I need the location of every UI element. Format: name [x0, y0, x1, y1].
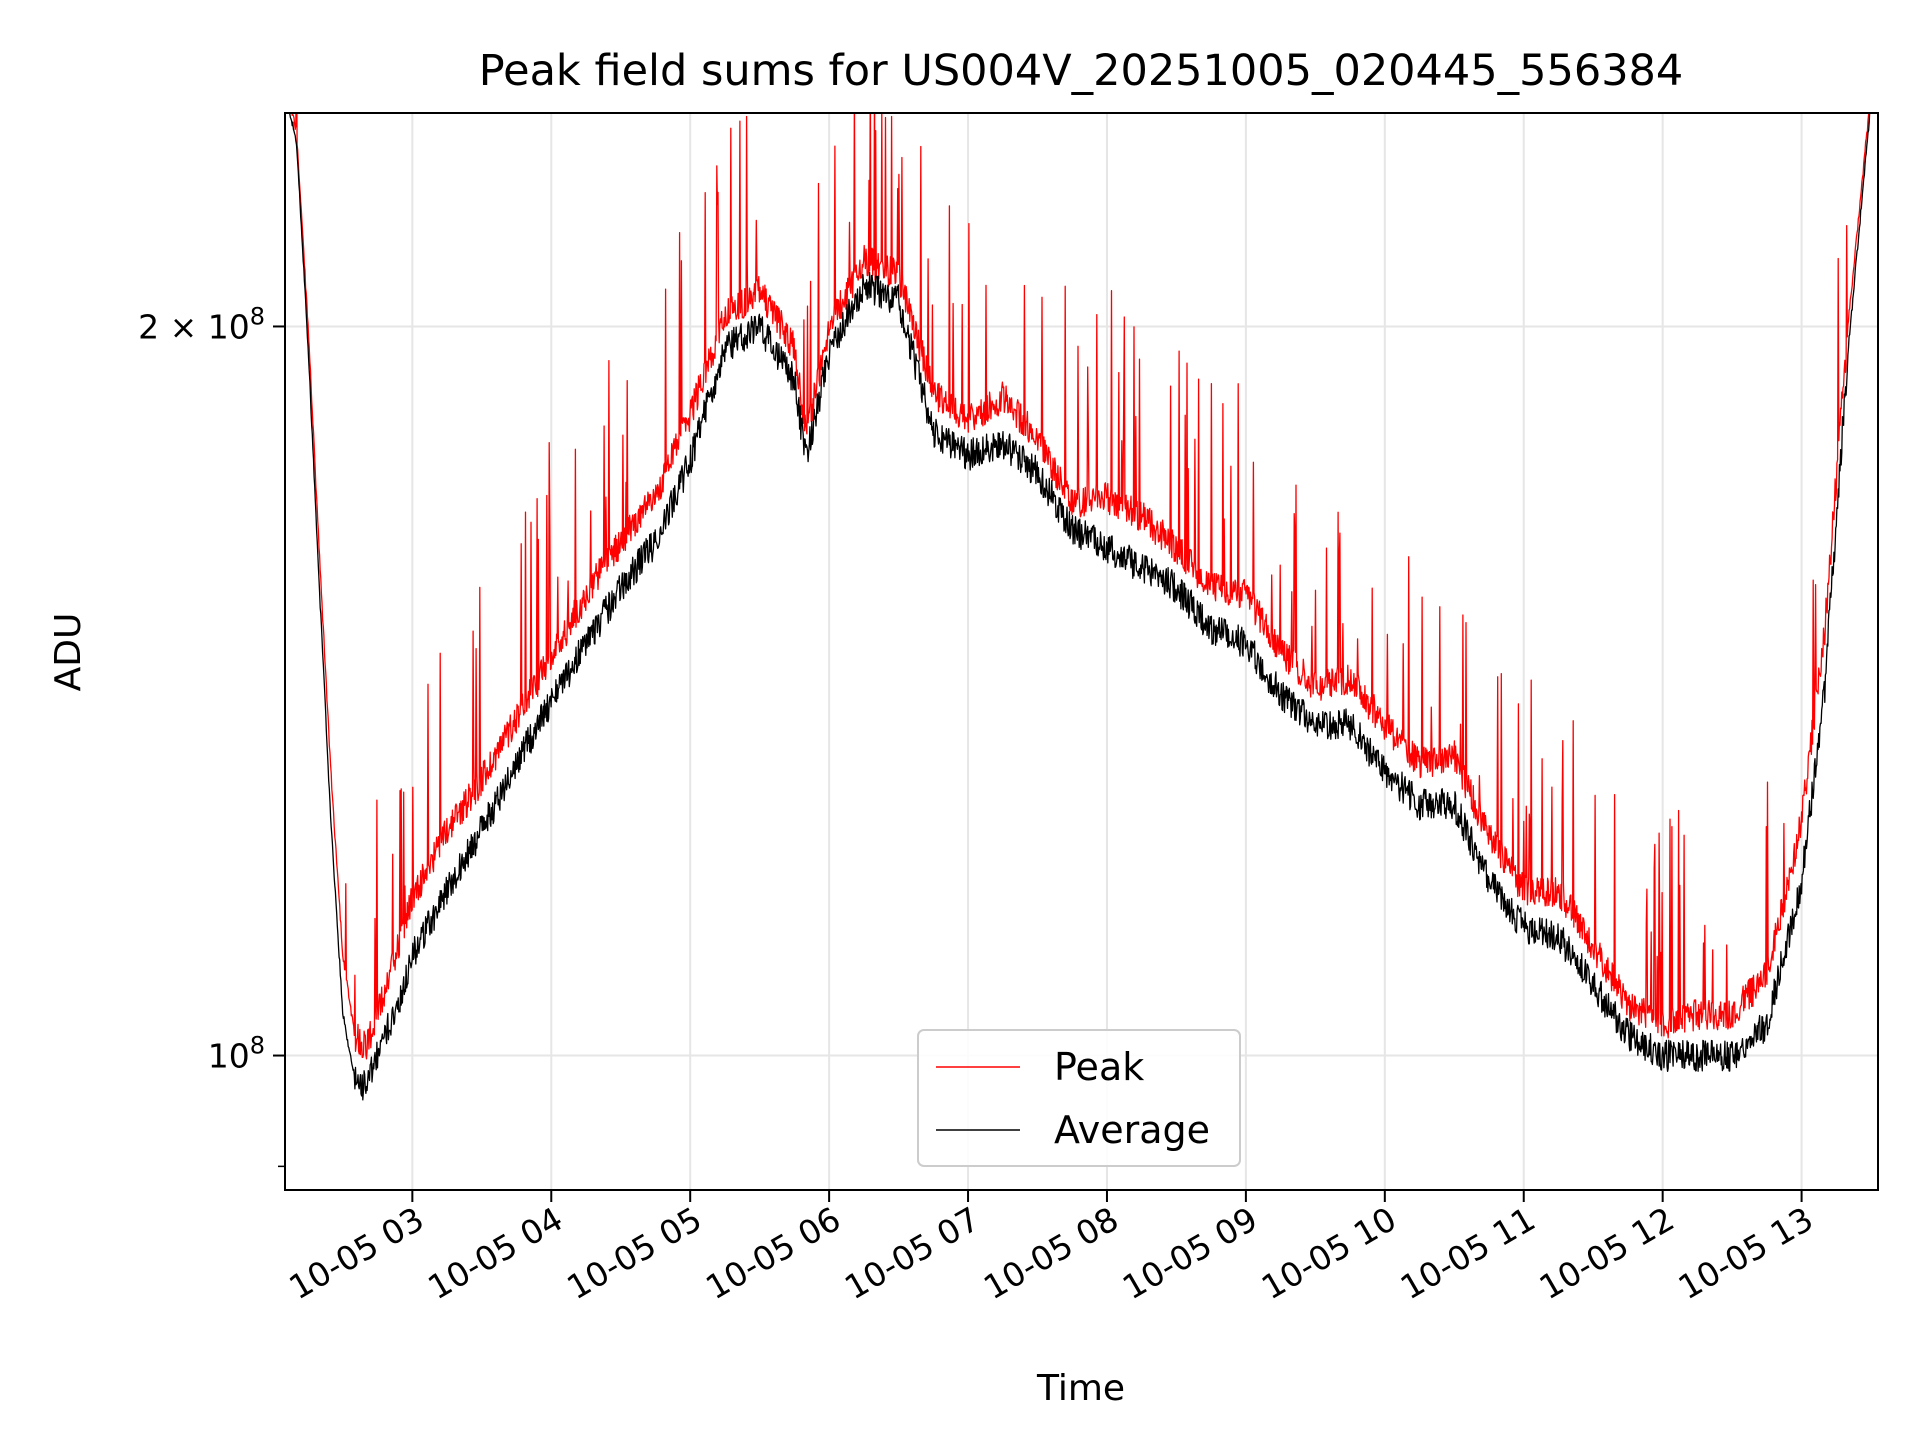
y-tick-label: 2 × 108 — [138, 302, 265, 346]
legend-box — [917, 1029, 1241, 1167]
peak-series-line — [291, 113, 1870, 1060]
legend: Peak Average — [917, 1029, 1241, 1167]
legend-peak-label: Peak — [1054, 1045, 1144, 1089]
average-series-line — [289, 113, 1871, 1101]
plot-frame — [284, 112, 1879, 1191]
legend-average-label: Average — [1054, 1108, 1210, 1152]
x-axis-label: Time — [1036, 1368, 1125, 1409]
y-axis-label: ADU — [48, 613, 89, 692]
chart-title: Peak field sums for US004V_20251005_0204… — [479, 46, 1684, 96]
series-lines — [289, 113, 1871, 1101]
